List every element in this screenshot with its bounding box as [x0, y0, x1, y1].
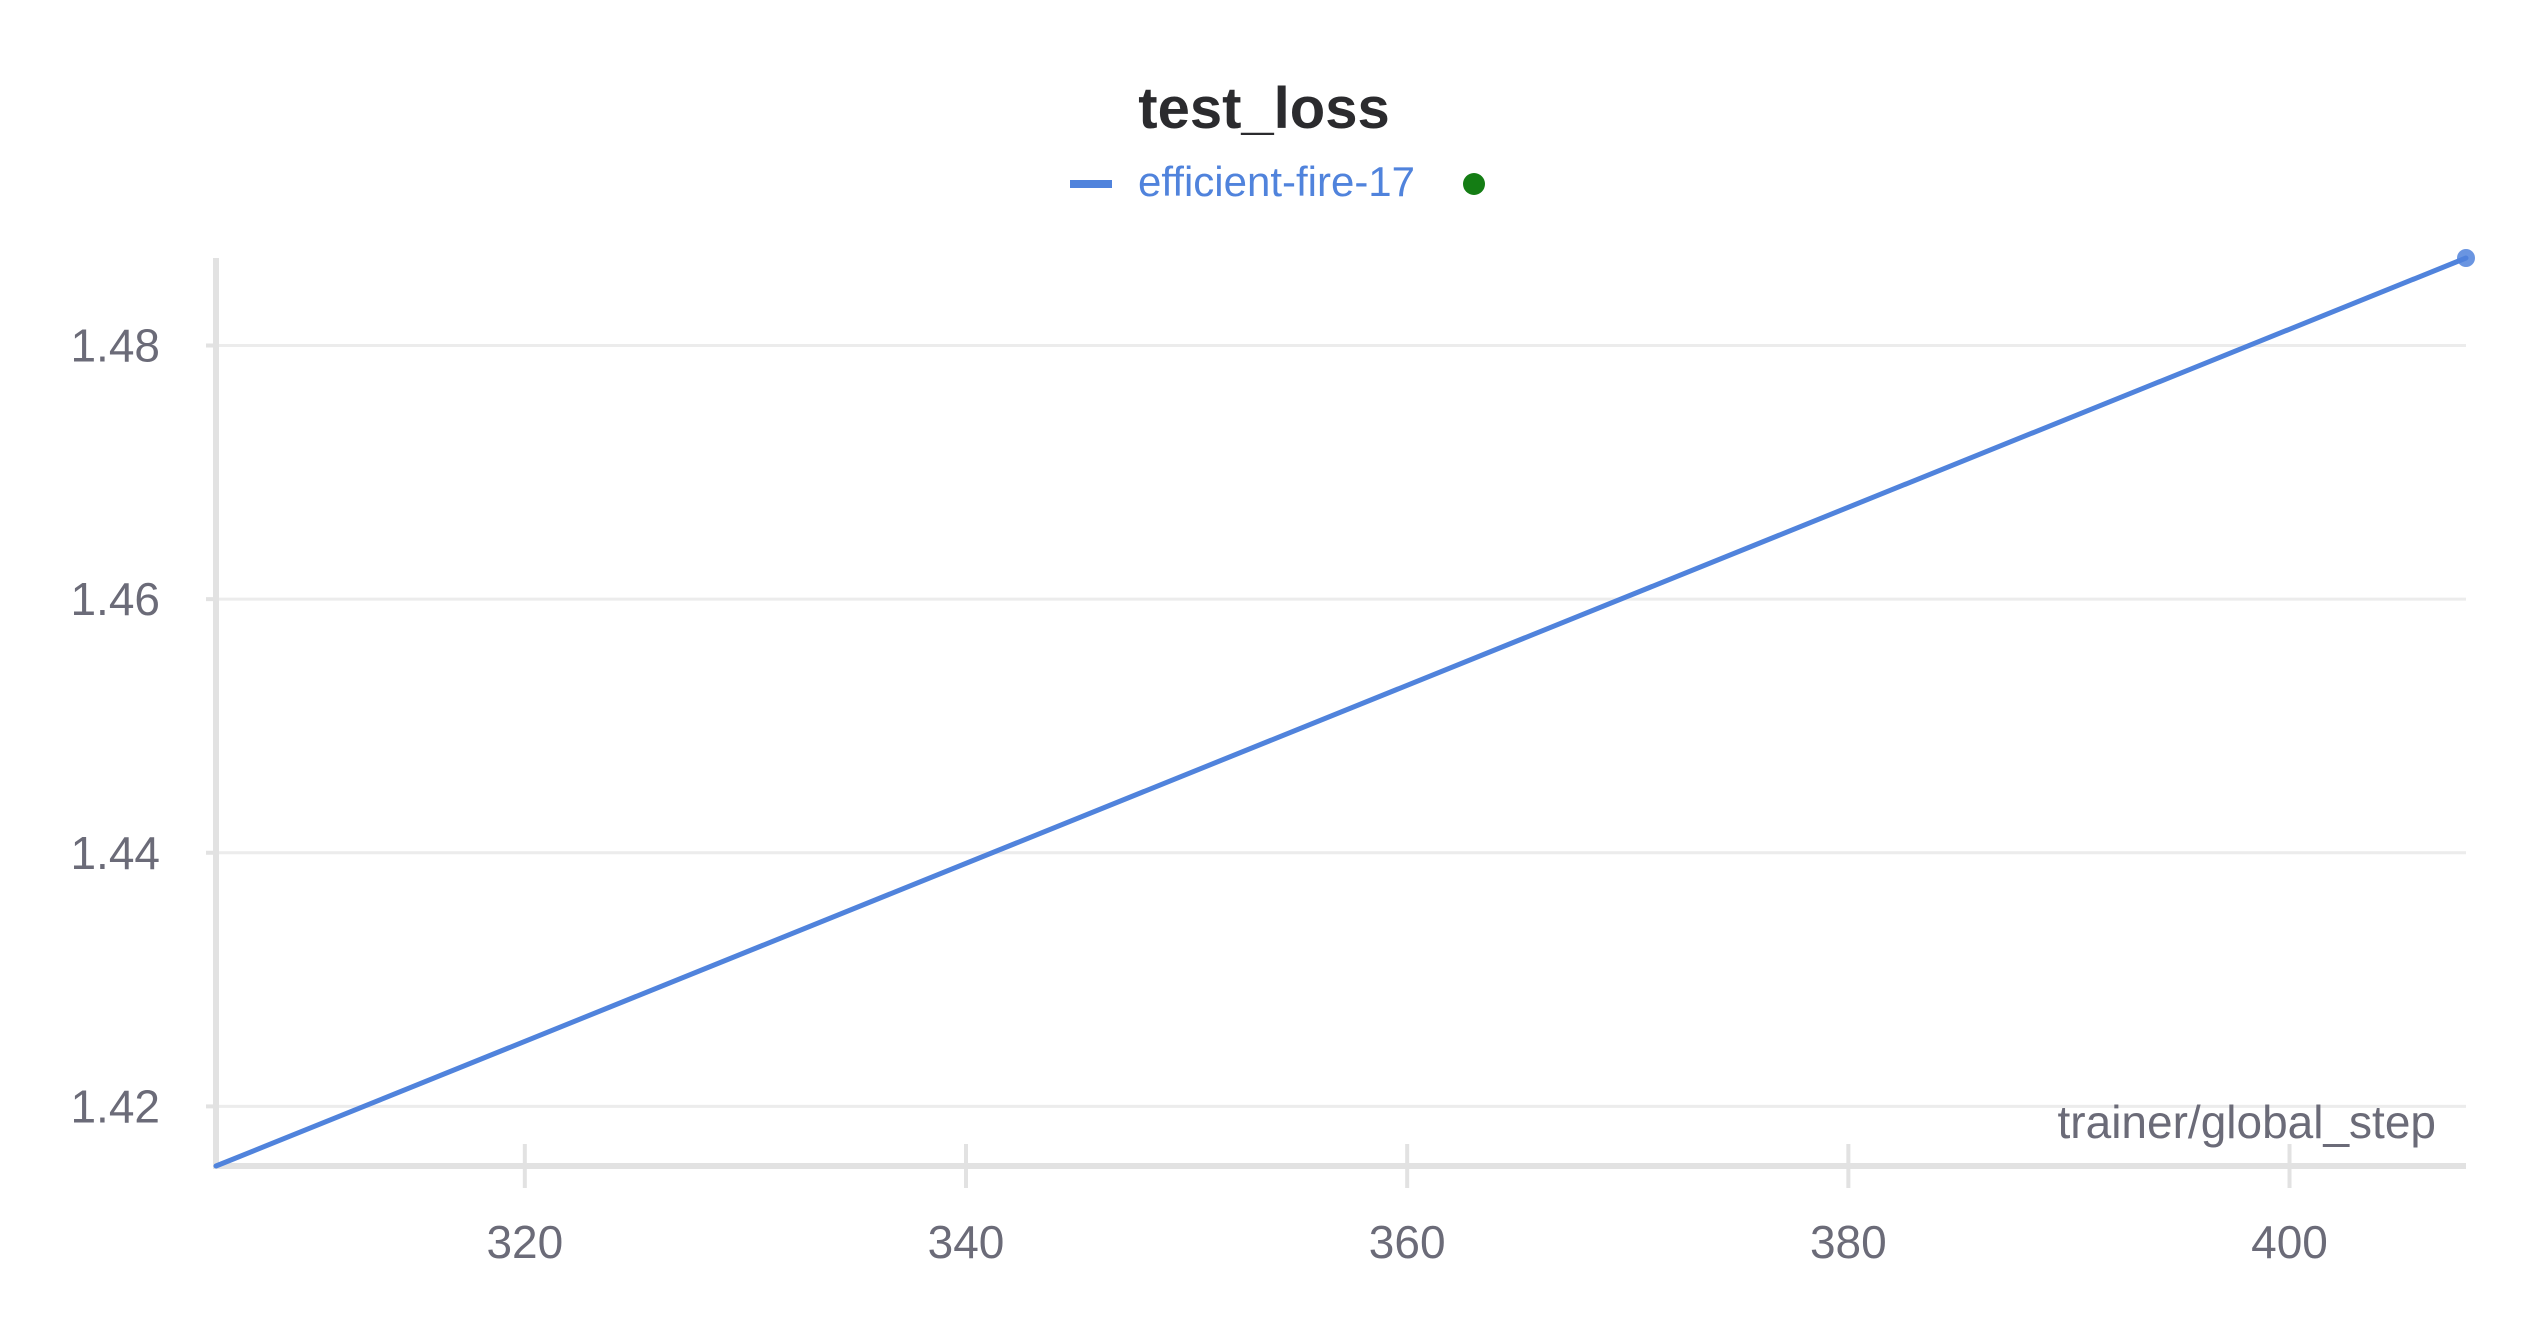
run-status-dot	[1463, 173, 1485, 195]
y-tick-label: 1.42	[70, 1080, 160, 1132]
x-tick-label: 320	[486, 1216, 563, 1268]
y-tick-label: 1.48	[70, 320, 160, 372]
legend[interactable]: efficient-fire-17	[1070, 158, 1485, 205]
series-end-point[interactable]	[2457, 249, 2475, 267]
axis-layer: 1.42 1.44 1.46 1.48 320 340 360 380 400	[70, 258, 2466, 1268]
x-tick-label: 360	[1369, 1216, 1446, 1268]
y-tick-label: 1.44	[70, 827, 160, 879]
series-line[interactable]	[213, 255, 2469, 1169]
y-tick-label: 1.46	[70, 573, 160, 625]
legend-item[interactable]: efficient-fire-17	[1070, 158, 1485, 205]
label-layer: test_loss trainer/global_step	[1138, 76, 2436, 1148]
x-tick-label: 400	[2251, 1216, 2328, 1268]
x-tick-label: 380	[1810, 1216, 1887, 1268]
chart-title: test_loss	[1138, 76, 1389, 141]
x-tick-label: 340	[928, 1216, 1005, 1268]
x-axis-title: trainer/global_step	[2058, 1096, 2436, 1148]
grid-layer	[216, 344, 2466, 1108]
legend-label: efficient-fire-17	[1138, 158, 1415, 205]
series-layer	[213, 249, 2475, 1169]
